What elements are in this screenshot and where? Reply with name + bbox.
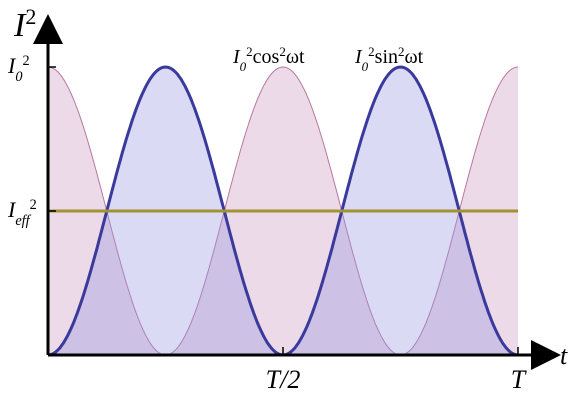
label-part: I	[354, 46, 363, 68]
label-part: 2	[25, 4, 36, 29]
sin-curve-area	[48, 67, 518, 355]
label-part: 0	[15, 69, 22, 85]
label-part: I	[7, 197, 17, 222]
label-part: 0	[362, 59, 369, 74]
label-part: 2	[398, 44, 405, 59]
label: I02	[7, 53, 30, 85]
label-part: 2	[22, 53, 29, 69]
cos-curve	[47, 66, 519, 356]
label: Ieff2	[7, 197, 37, 229]
label-part: 2	[246, 44, 253, 59]
label-part: eff	[15, 213, 31, 229]
label-part: ωt	[286, 46, 305, 68]
label: I2	[13, 4, 36, 45]
label-part: 0	[240, 59, 247, 74]
label-part: 2	[30, 197, 37, 213]
x-axis-label: t	[560, 341, 568, 370]
label-part: ωt	[405, 46, 424, 68]
label: I02sin2ωt	[354, 44, 424, 74]
x-tick-label: T/2	[266, 365, 301, 394]
label-part: I	[13, 7, 27, 44]
label: I02cos2ωt	[232, 44, 305, 74]
label-part: 2	[368, 44, 375, 59]
label-part: cos	[253, 46, 280, 68]
label-part: I	[7, 53, 17, 78]
plot-area	[47, 65, 519, 357]
label-part: I	[232, 46, 241, 68]
label-part: 2	[279, 44, 286, 59]
label-part: sin	[375, 46, 398, 68]
x-tick-label: T	[511, 365, 527, 394]
